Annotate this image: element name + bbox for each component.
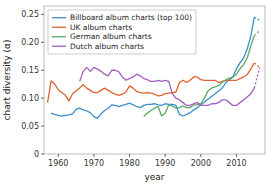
y-tick <box>41 14 44 15</box>
series-line <box>254 30 259 36</box>
y-tick <box>41 154 44 155</box>
y-tick <box>41 42 44 43</box>
x-tick-label: 1990 <box>155 159 175 168</box>
y-tick <box>41 70 44 71</box>
legend-label: Dutch album charts <box>70 42 144 51</box>
y-tick-label: 0.20 <box>21 38 39 47</box>
x-tick-label: 1970 <box>84 159 104 168</box>
legend-swatch <box>52 17 66 18</box>
y-tick-label: 0.10 <box>21 94 39 103</box>
plot-frame <box>44 6 265 154</box>
x-tick <box>165 154 166 157</box>
y-tick-label: 0.25 <box>21 10 39 19</box>
y-tick <box>41 126 44 127</box>
series-line <box>254 63 259 69</box>
y-tick-label: 0 <box>34 150 39 159</box>
legend-box <box>48 10 196 54</box>
series-line <box>254 17 259 21</box>
legend-swatch <box>52 46 66 47</box>
x-tick-label: 2010 <box>226 159 246 168</box>
y-tick <box>41 98 44 99</box>
x-tick-label: 1980 <box>119 159 139 168</box>
y-tick-label: 0.05 <box>21 122 39 131</box>
legend-swatch <box>52 36 66 37</box>
legend-label: UK album charts <box>70 23 132 32</box>
series-line <box>48 63 255 103</box>
x-tick <box>129 154 130 157</box>
x-tick-label: 2000 <box>191 159 211 168</box>
y-tick-label: 0.15 <box>21 66 39 75</box>
chart: 0 0.05 0.10 0.15 0.20 0.25 1960 1970 1980 1990 200… <box>0 0 273 184</box>
x-axis-label: year <box>144 172 164 182</box>
series-line <box>254 67 259 88</box>
x-tick <box>93 154 94 157</box>
x-tick <box>200 154 201 157</box>
legend-swatch <box>52 27 66 28</box>
x-tick <box>236 154 237 157</box>
legend: Billboard album charts (top 100)UK album… <box>48 10 196 54</box>
legend-label: German album charts <box>70 32 152 41</box>
legend-label: Billboard album charts (top 100) <box>70 13 192 22</box>
series-line <box>80 67 255 105</box>
y-axis-label: chart diversity (α) <box>2 40 12 121</box>
x-tick-label: 1960 <box>48 159 68 168</box>
x-tick <box>58 154 59 157</box>
